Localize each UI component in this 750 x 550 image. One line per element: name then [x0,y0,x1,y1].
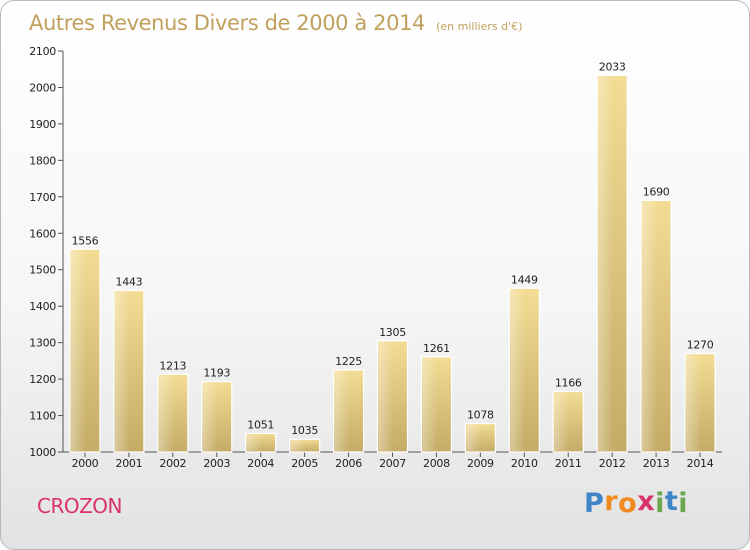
bar-highlight [246,434,262,451]
x-tick-label: 2007 [379,457,406,470]
data-label: 1166 [555,376,582,389]
data-label: 1449 [511,273,538,286]
x-tick-label: 2009 [467,457,494,470]
y-tick-label: 1800 [29,154,56,167]
x-tick-label: 2002 [159,457,186,470]
x-tick-label: 2013 [643,457,670,470]
y-tick-label: 1900 [29,118,56,131]
x-tick-label: 2010 [511,457,538,470]
bar-highlight [158,375,174,451]
data-label: 2033 [599,60,626,73]
chart-title-block: Autres Revenus Divers de 2000 à 2014 (en… [29,11,522,35]
y-tick-label: 1300 [29,337,56,350]
data-label: 1556 [72,234,99,247]
logo-letter: P [584,488,605,519]
proxiti-logo: Proxiti [584,486,689,519]
x-tick-label: 2005 [291,457,318,470]
y-tick-label: 1700 [29,191,56,204]
y-tick-label: 1200 [29,373,56,386]
data-label: 1193 [203,367,230,380]
y-tick-label: 1500 [29,264,56,277]
logo-letter: o [618,488,638,519]
location-name: CROZON [37,494,123,518]
bar-highlight [554,392,570,451]
y-tick-label: 1600 [29,227,56,240]
y-tick-label: 1000 [29,446,56,459]
x-tick-label: 2008 [423,457,450,470]
x-tick-label: 2014 [687,457,714,470]
x-tick-label: 2006 [335,457,362,470]
x-tick-label: 2001 [116,457,143,470]
y-tick-label: 1400 [29,300,56,313]
bar-highlight [466,424,482,451]
bar-highlight [202,382,218,451]
chart-title: Autres Revenus Divers de 2000 à 2014 [29,11,426,35]
bar-highlight [642,201,658,451]
logo-letter: x [637,486,656,517]
chart-axes: 1000 1100 1200 1300 1400 1500 1600 1700 1800 1900… [29,45,722,470]
data-label: 1035 [291,424,318,437]
bar-highlight [422,357,438,451]
chart-bars [69,74,716,453]
data-label: 1690 [643,185,670,198]
bar-highlight [686,354,702,451]
logo-letter: t [664,486,679,517]
chart-subtitle: (en milliers d'€) [436,20,523,33]
data-label: 1270 [687,339,714,352]
x-tick-label: 2000 [72,457,99,470]
x-tick-label: 2011 [555,457,582,470]
bar-highlight [114,291,130,451]
logo-letter: i [655,488,665,519]
data-label: 1443 [116,276,143,289]
bar-highlight [510,289,526,451]
bar-highlight [334,370,350,451]
logo-letter: r [604,486,619,517]
chart-data-labels: 1556 1443 1213 1193 1051 1035 1225 1305 1261 1078… [72,60,714,437]
y-tick-label: 2000 [29,81,56,94]
data-label: 1078 [467,409,494,422]
bar-highlight [70,250,86,451]
data-label: 1305 [379,326,406,339]
bar-highlight [378,341,394,451]
logo-letter: i [678,488,689,519]
x-tick-label: 2003 [203,457,230,470]
data-label: 1261 [423,342,450,355]
y-tick-label: 1100 [29,410,56,423]
bar-highlight [290,440,306,451]
data-label: 1213 [159,359,186,372]
data-label: 1225 [335,355,362,368]
x-tick-label: 2004 [247,457,274,470]
x-tick-label: 2012 [599,457,626,470]
bar-highlight [598,76,614,451]
data-label: 1051 [247,418,274,431]
y-tick-label: 2100 [29,45,56,58]
